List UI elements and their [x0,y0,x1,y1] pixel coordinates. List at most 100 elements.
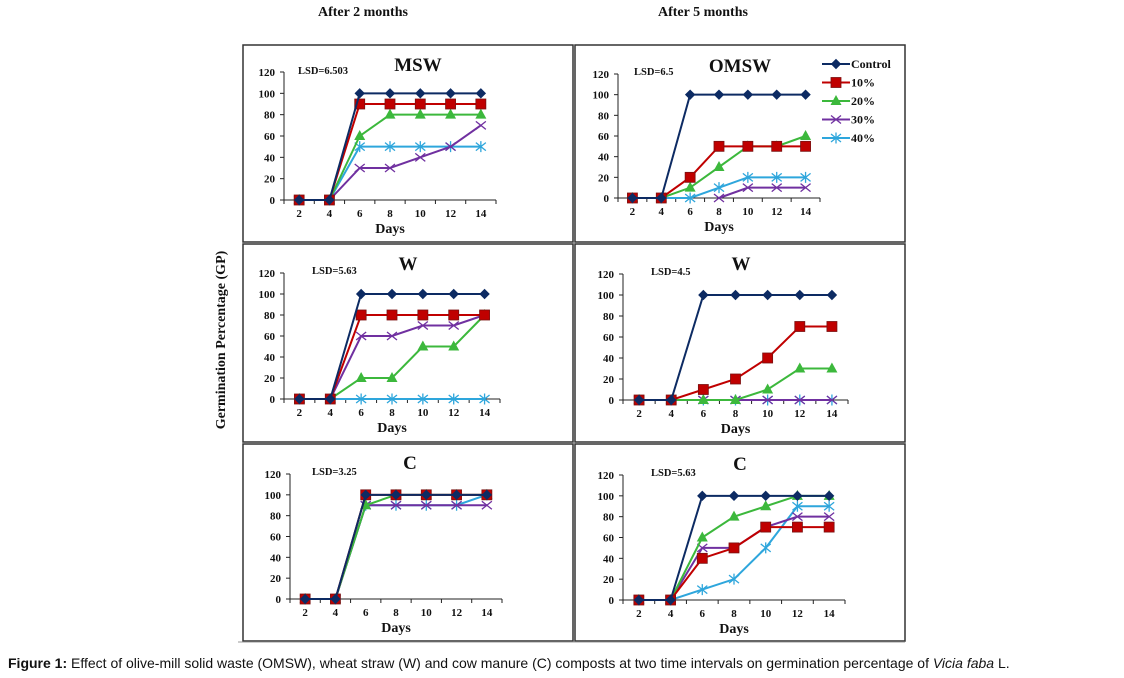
data-point [414,108,426,119]
x-tick-label: 2 [302,607,308,619]
x-tick-label: 2 [636,608,642,620]
data-point [730,289,741,301]
data-point [294,393,305,405]
data-point [826,321,838,332]
y-tick-label: 120 [259,268,276,280]
data-point [475,141,487,153]
data-point [728,573,740,585]
data-point [414,141,426,153]
x-tick-label: 4 [659,206,665,218]
data-point [448,309,460,321]
data-point [355,309,367,321]
data-point [299,593,311,605]
legend-label: 30% [851,113,875,127]
x-tick-label: 8 [716,206,722,218]
x-tick-label: 6 [358,407,364,419]
data-point [627,192,638,204]
x-tick-label: 10 [760,608,772,620]
data-point [800,171,811,183]
data-point [728,542,740,554]
x-tick-label: 6 [687,206,693,218]
data-point [697,490,708,502]
lsd-annotation: LSD=6.5 [634,67,674,78]
data-point [792,521,803,533]
data-point [696,552,708,564]
x-tick-label: 14 [479,407,491,419]
y-tick-label: 80 [264,310,276,322]
y-tick-label: 60 [603,332,615,344]
x-tick-label: 8 [387,208,393,220]
x-tick-label: 8 [393,607,399,619]
chart-panel-bottom-right: 0 20 40 60 80 100 120 2 4 6 8 10 12 14 Days C LSD=5.63 [574,443,906,642]
y-tick-label: 100 [593,90,610,102]
panel-frame [242,243,574,443]
data-point [417,393,429,405]
y-tick-label: 100 [259,88,276,100]
series-control [294,288,490,405]
data-point [355,288,367,300]
data-point [713,161,725,171]
legend-marker [830,77,842,88]
data-point [696,531,708,542]
y-tick-label: 40 [264,352,276,364]
data-point [355,331,367,341]
x-tick-label: 12 [445,208,457,220]
data-point [633,394,645,406]
legend-marker [830,95,842,105]
data-point [354,130,366,140]
y-tick-label: 20 [603,574,615,586]
x-tick-label: 6 [363,607,369,619]
x-tick-label: 4 [327,208,333,220]
data-point [742,140,754,152]
series-30pct [713,183,811,203]
panel-title: W [732,254,751,275]
data-point [325,393,336,405]
data-point [384,163,396,173]
panel-title: C [733,454,747,475]
data-point [414,152,426,162]
y-tick-label: 40 [264,152,276,164]
data-point [293,194,305,206]
legend-label: 10% [851,76,875,90]
panel-title: C [403,453,417,474]
series-control [627,89,811,204]
data-point [697,384,709,395]
data-point [826,362,838,373]
data-point [479,393,490,405]
y-tick-label: 0 [609,395,615,407]
y-tick-label: 80 [603,512,615,524]
x-tick-label: 12 [771,206,783,218]
legend-marker [830,114,842,125]
y-tick-label: 120 [598,269,615,281]
data-point [760,542,772,554]
data-point [354,88,365,99]
data-point [665,594,676,606]
x-tick-label: 10 [762,408,774,420]
data-point [386,372,398,382]
data-point [448,393,460,405]
x-axis-label: Days [381,621,411,636]
data-point [742,171,754,183]
series-control [633,289,838,406]
column-header-5-months: After 5 months [658,5,748,20]
data-point [633,594,645,606]
y-tick-label: 60 [264,331,276,343]
data-point [451,500,462,510]
data-point [794,289,805,301]
data-point [384,141,396,153]
y-tick-label: 80 [603,311,615,323]
y-tick-label: 40 [598,152,610,164]
data-point [475,120,487,130]
data-point [384,98,396,110]
data-point [390,500,402,510]
y-tick-label: 0 [604,193,610,205]
data-point [800,183,811,193]
data-point [384,108,396,119]
lsd-annotation: LSD=4.5 [651,267,691,278]
data-point [421,489,432,501]
x-tick-label: 4 [328,407,334,419]
x-tick-label: 4 [668,608,674,620]
data-point [355,393,367,405]
caption-species: Vicia faba [932,655,995,671]
